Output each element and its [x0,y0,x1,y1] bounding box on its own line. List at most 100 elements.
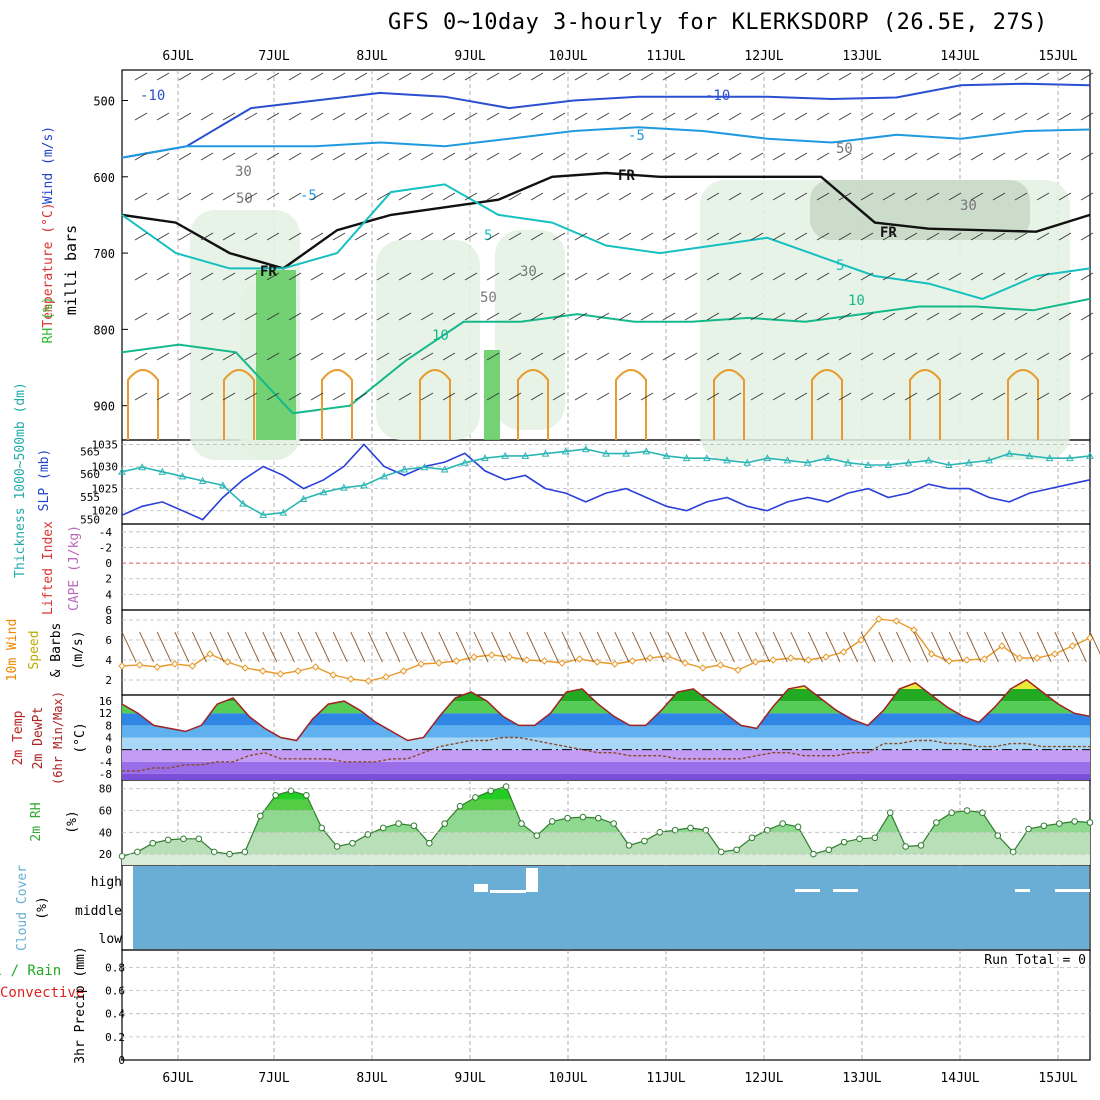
wind-barb [464,152,478,161]
rh-marker [118,852,126,860]
rh-shading-high [484,350,500,440]
wind-barb [442,72,456,81]
wind-speed-marker [188,662,197,670]
wind-barb [420,192,434,201]
wind-barb [684,192,698,201]
lifted-index-tick-label: 0 [105,557,112,570]
wind-barb [618,352,632,361]
wind-barb [134,272,148,281]
wind-tick-label: 4 [105,654,112,667]
wind-barb [1014,352,1028,361]
y-axis-label-minmax: (6hr Min/Max) [51,691,65,785]
wind-barb [486,392,500,401]
wind-barb [178,152,192,161]
wind-barb [596,272,610,281]
wind-barb [200,232,214,241]
wind-barb [332,631,348,663]
wind-barb [1080,352,1094,361]
wind-barb [332,352,346,361]
wind-barb [332,152,346,161]
wind-barb [684,352,698,361]
wind-barb [156,192,170,201]
contour-label: 10 [432,328,449,344]
wind-barb [649,631,665,663]
wind-speed-marker [892,617,901,625]
wind-barb [442,232,456,241]
wind-barb [1071,631,1087,663]
wind-barb [310,192,324,201]
thickness-marker [924,456,933,464]
wind-barb [970,392,984,401]
thickness-marker [642,447,651,455]
y-axis-label-cape: CAPE (J/kg) [67,525,82,611]
wind-barb [794,72,808,81]
wind-barb [455,631,471,663]
x-date-top-label: 9JUL [454,49,485,64]
wind-barb [552,72,566,81]
wind-barb [473,631,489,663]
wind-barb [266,72,280,81]
wind-barb [288,312,302,321]
wind-barb [882,112,896,121]
wind-speed-marker [276,670,285,678]
wind-barb [266,352,280,361]
rh-marker [1009,848,1017,856]
rh-marker [441,820,448,827]
wind-speed-marker [311,663,320,671]
wind-barb [640,312,654,321]
wind-barb [178,392,192,401]
wind-barb [1080,112,1094,121]
wind-barb [1036,352,1050,361]
isotherm-minus5 [121,126,1091,159]
wind-barb [464,352,478,361]
wind-barb [310,352,324,361]
wind-speed-marker [1015,654,1024,662]
wind-barb [838,152,852,161]
wind-barb [200,272,214,281]
wind-barb [310,72,324,81]
wind-barb [134,232,148,241]
wind-speed-marker [980,655,989,663]
precip-run-total: Run Total = 0 [984,953,1086,968]
wind-barb [244,152,258,161]
wind-speed-marker [804,656,813,664]
rh-marker [164,836,172,844]
wind-barb [354,112,368,121]
wind-barb [794,352,808,361]
thickness-marker [279,508,288,516]
wind-barb [904,232,918,241]
y-axis-label-cloud: Cloud Cover [15,865,30,951]
wind-barb [904,312,918,321]
wind-barb [948,152,962,161]
wind-speed-marker [558,659,566,667]
wind-barb [596,392,610,401]
wind-speed-marker [523,656,531,664]
thickness-marker [844,458,852,466]
wind-barb [913,631,929,663]
wind-barb [618,272,632,281]
wind-barb [970,192,984,201]
wind-barb [684,392,698,401]
wind-barb [398,72,412,81]
isotherm-warm [127,369,159,440]
thickness-marker [360,481,368,489]
thickness-marker [319,488,328,496]
wind-barb [618,232,632,241]
x-date-top-label: 14JUL [940,49,979,64]
wind-barb [310,272,324,281]
wind-barb [420,152,434,161]
wind-speed-marker [998,642,1006,650]
wind-barb [750,112,764,121]
wind-barb [442,312,456,321]
rh-marker [717,848,725,856]
wind-barb [1036,152,1050,161]
wind-barb [966,631,982,663]
wind-barb [244,392,258,401]
wind-barb [882,152,896,161]
contour-label: 30 [960,198,977,214]
chart-title: GFS 0~10day 3-hourly for KLERKSDORP (26.… [388,10,1048,35]
wind-barb [156,112,170,121]
wind-barb [486,192,500,201]
contour-label: -5 [628,128,645,144]
wind-barb [561,631,577,663]
